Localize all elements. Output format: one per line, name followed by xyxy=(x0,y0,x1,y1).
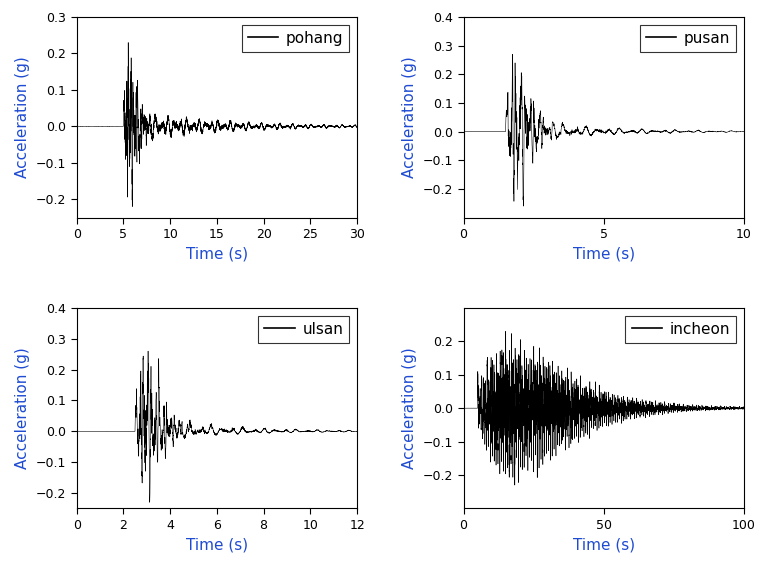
X-axis label: Time (s): Time (s) xyxy=(573,537,635,553)
Y-axis label: Acceleration (g): Acceleration (g) xyxy=(15,347,31,469)
X-axis label: Time (s): Time (s) xyxy=(186,246,248,262)
X-axis label: Time (s): Time (s) xyxy=(186,537,248,553)
Legend: incheon: incheon xyxy=(625,315,736,343)
Y-axis label: Acceleration (g): Acceleration (g) xyxy=(402,347,417,469)
Y-axis label: Acceleration (g): Acceleration (g) xyxy=(402,56,417,178)
X-axis label: Time (s): Time (s) xyxy=(573,246,635,262)
Legend: ulsan: ulsan xyxy=(258,315,350,343)
Legend: pusan: pusan xyxy=(640,25,736,52)
Legend: pohang: pohang xyxy=(242,25,350,52)
Y-axis label: Acceleration (g): Acceleration (g) xyxy=(15,56,31,178)
